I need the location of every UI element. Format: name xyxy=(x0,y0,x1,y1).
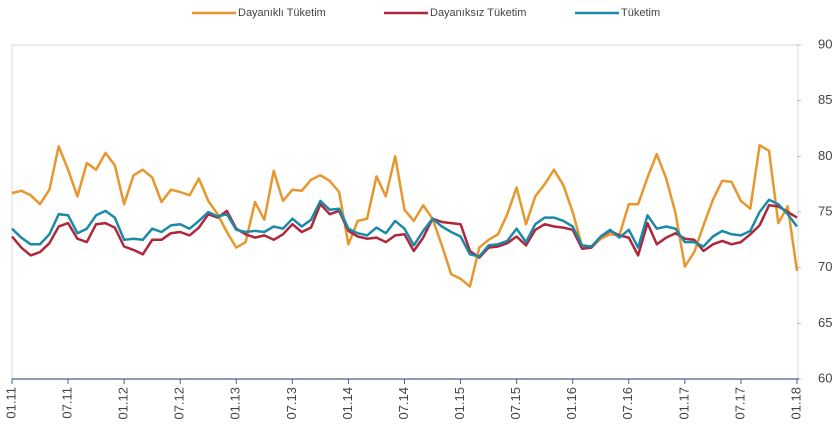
x-tick-label: 01.15 xyxy=(452,387,467,420)
x-tick-label: 07.12 xyxy=(172,387,187,420)
x-tick-label: 01.12 xyxy=(116,387,131,420)
legend-label: Tüketim xyxy=(621,7,660,19)
x-tick-label: 07.14 xyxy=(396,387,411,420)
x-tick-label: 01.14 xyxy=(340,387,355,420)
x-tick-label: 07.16 xyxy=(620,387,635,420)
x-tick-label: 01.18 xyxy=(788,387,803,420)
y-tick-label: 80 xyxy=(818,148,832,163)
y-tick-label: 85 xyxy=(818,92,832,107)
x-tick-label: 07.15 xyxy=(508,387,523,420)
legend-label: Dayanıksız Tüketim xyxy=(430,7,526,19)
y-tick-label: 70 xyxy=(818,259,832,274)
y-tick-label: 75 xyxy=(818,203,832,218)
x-tick-label: 01.16 xyxy=(564,387,579,420)
legend-label: Dayanıklı Tüketim xyxy=(238,7,326,19)
y-tick-label: 65 xyxy=(818,315,832,330)
series-line xyxy=(11,202,798,259)
x-tick-label: 07.13 xyxy=(284,387,299,420)
x-tick-label: 07.17 xyxy=(732,387,747,420)
y-tick-label: 60 xyxy=(818,370,832,385)
x-tick-label: 01.11 xyxy=(3,387,18,419)
series-line xyxy=(11,198,798,258)
x-tick-label: 01.17 xyxy=(676,387,691,420)
y-tick-label: 90 xyxy=(818,36,832,51)
series-line xyxy=(11,143,799,288)
x-tick-label: 07.11 xyxy=(60,387,75,419)
x-tick-label: 01.13 xyxy=(228,387,243,420)
